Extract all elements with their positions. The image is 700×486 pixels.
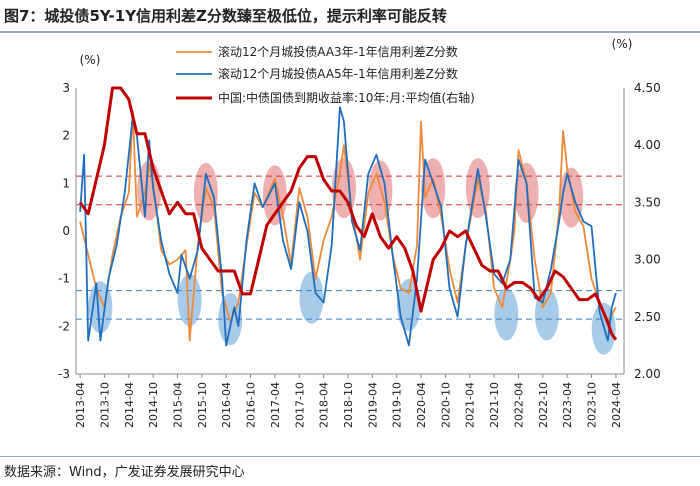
x-tick-label: 2020-10 [439,382,452,428]
legend: 滚动12个月城投债AA3年-1年信用利差Z分数滚动12个月城投债AA5年-1年信… [176,44,475,105]
right-axis-unit: (%) [612,37,633,51]
chart: -3 -2 -1 0 1 2 3 (%) 2.00 2.50 3.00 3.50 4.00 4.50 (%)… [58,37,661,428]
left-tick-label: 1 [62,176,70,190]
right-tick-label: 3.50 [634,195,661,209]
x-tick-label: 2015-10 [196,382,209,428]
yield-series-line [78,86,618,341]
right-tick-label: 4.00 [634,138,661,152]
x-tick-label: 2022-04 [513,382,526,428]
aa5-series-line [79,106,617,347]
low-zone-ellipse [177,274,202,327]
x-tick-label: 2019-04 [366,382,379,428]
x-tick-label: 2017-10 [293,382,306,428]
x-tick-label: 2022-10 [537,382,550,428]
x-tick-label: 2021-10 [488,382,501,428]
highlight-regions [88,158,616,355]
legend-label: 滚动12个月城投债AA5年-1年信用利差Z分数 [218,66,458,81]
high-zone-ellipse [465,158,490,219]
left-tick-label: 2 [62,129,70,143]
right-tick-label: 2.00 [634,367,661,381]
x-tick-label: 2016-10 [245,382,258,428]
legend-label: 滚动12个月城投债AA3年-1年信用利差Z分数 [218,44,458,59]
x-tick-label: 2013-10 [98,382,111,428]
x-tick-label: 2020-04 [415,382,428,428]
left-tick-label: 3 [62,81,70,95]
title-bar: 图7：城投债5Y-1Y信用利差Z分数臻至极低位，提示利率可能反转 [0,0,700,30]
title-divider [0,31,700,33]
left-tick-label: -2 [58,319,70,333]
x-tick-label: 2013-04 [74,382,87,428]
legend-label: 中国:中债国债到期收益率:10年:月:平均值(右轴) [218,90,475,105]
x-tick-label: 2019-10 [391,382,404,428]
x-tick-label: 2018-10 [342,382,355,428]
x-tick-label: 2023-10 [586,382,599,428]
left-tick-label: -1 [58,272,70,286]
low-zone-ellipse [299,271,324,324]
low-zone-ellipse [88,281,113,334]
axes: -3 -2 -1 0 1 2 3 (%) 2.00 2.50 3.00 3.50 4.00 4.50 (%)… [58,37,661,428]
x-tick-label: 2024-04 [610,382,623,428]
right-tick-label: 3.00 [634,253,661,267]
x-tick-label: 2018-04 [318,382,331,428]
left-tick-label: 0 [62,224,70,238]
x-tick-label: 2017-04 [269,382,282,428]
x-tick-label: 2021-04 [464,382,477,428]
low-zone-ellipse [534,288,559,341]
source-note: 数据来源：Wind，广发证券发展研究中心 [4,465,245,480]
source-divider [0,456,700,457]
left-axis-unit: (%) [80,53,101,67]
left-tick-label: -3 [58,367,70,381]
x-tick-label: 2023-04 [561,382,574,428]
series-lines [78,86,618,347]
x-tick-label: 2016-04 [220,382,233,428]
x-tick-label: 2015-04 [172,382,185,428]
chart-title: 图7：城投债5Y-1Y信用利差Z分数臻至极低位，提示利率可能反转 [4,7,447,25]
x-tick-label: 2014-10 [147,382,160,428]
x-tick-label: 2014-04 [123,382,136,428]
right-tick-label: 4.50 [634,81,661,95]
right-tick-label: 2.50 [634,310,661,324]
